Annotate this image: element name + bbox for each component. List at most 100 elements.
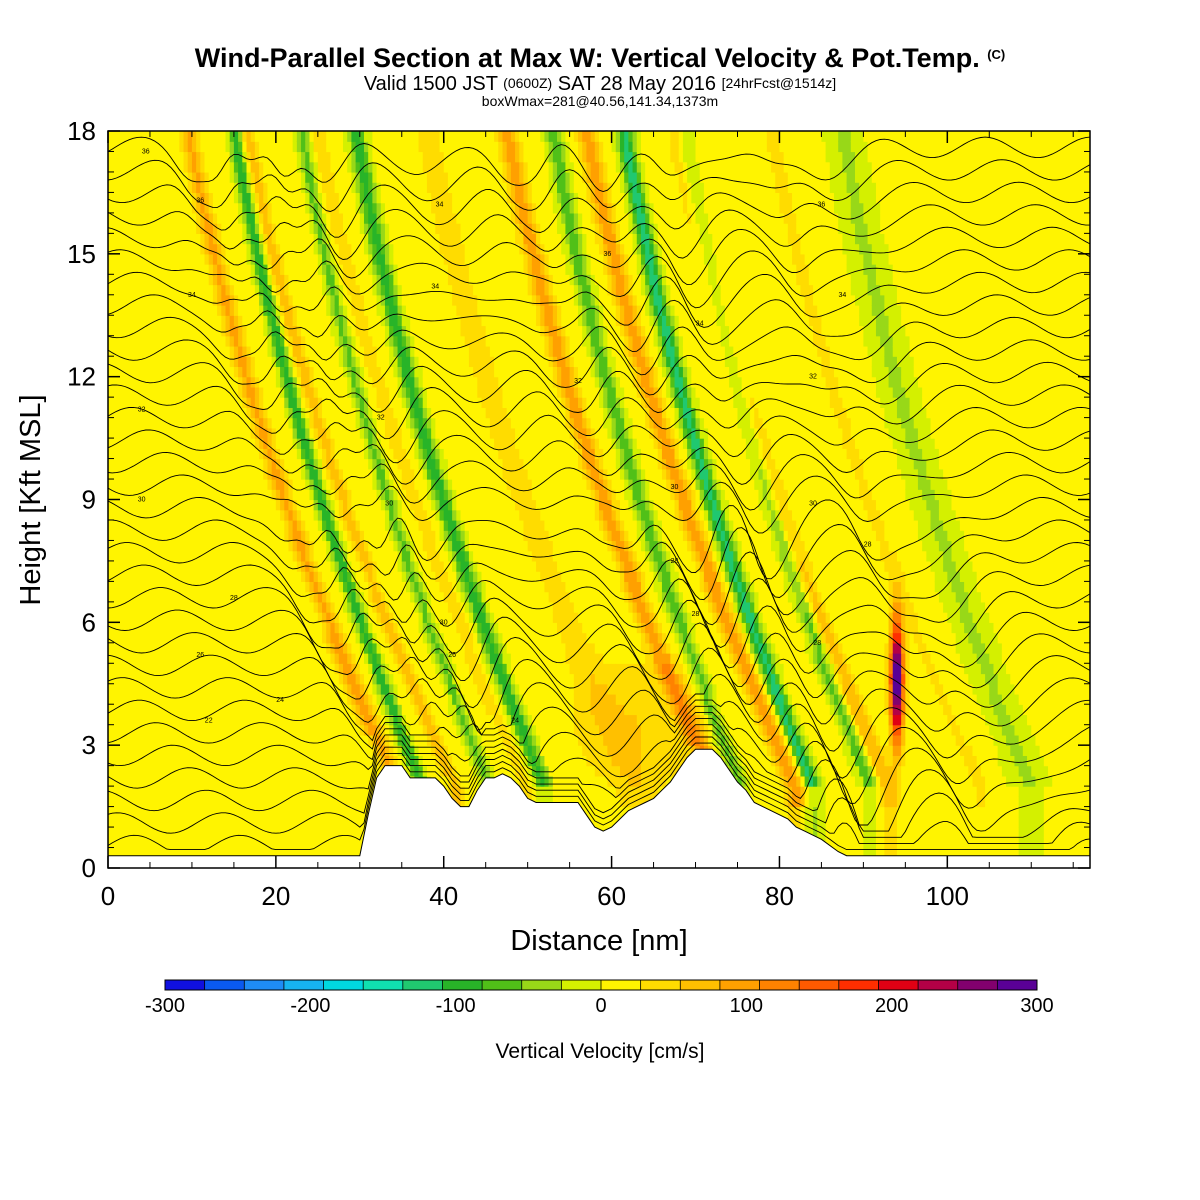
- velocity-cell: [191, 366, 197, 378]
- velocity-cell: [116, 571, 122, 582]
- velocity-cell: [259, 458, 264, 470]
- velocity-cell: [233, 714, 239, 726]
- velocity-cell: [204, 786, 210, 797]
- velocity-cell: [334, 243, 340, 255]
- velocity-cell: [133, 202, 138, 214]
- velocity-cell: [229, 161, 235, 173]
- velocity-cell: [200, 356, 206, 368]
- velocity-cell: [242, 468, 248, 480]
- velocity-cell: [254, 243, 260, 255]
- velocity-cell: [191, 499, 197, 511]
- velocity-cell: [292, 499, 298, 511]
- velocity-cell: [288, 745, 294, 757]
- velocity-cell: [124, 243, 130, 255]
- velocity-cell: [200, 530, 206, 542]
- velocity-cell: [191, 141, 197, 153]
- velocity-cell: [322, 509, 327, 521]
- velocity-cell: [120, 683, 126, 695]
- velocity-cell: [301, 407, 306, 419]
- velocity-cell: [389, 202, 394, 214]
- velocity-cell: [149, 612, 155, 623]
- velocity-cell: [384, 642, 390, 654]
- velocity-cell: [162, 386, 168, 398]
- velocity-cell: [133, 724, 138, 736]
- velocity-cell: [284, 253, 290, 265]
- velocity-cell: [305, 448, 311, 460]
- velocity-cell: [200, 704, 206, 716]
- velocity-cell: [263, 356, 269, 368]
- velocity-cell: [313, 806, 319, 818]
- velocity-cell: [267, 591, 273, 603]
- velocity-cell: [145, 366, 151, 378]
- velocity-cell: [355, 335, 361, 347]
- velocity-cell: [154, 653, 159, 664]
- velocity-cell: [313, 151, 319, 163]
- velocity-cell: [116, 714, 122, 726]
- velocity-cell: [334, 407, 340, 419]
- velocity-cell: [120, 827, 126, 838]
- velocity-cell: [317, 182, 323, 194]
- velocity-cell: [196, 233, 201, 245]
- velocity-cell: [322, 827, 327, 838]
- velocity-cell: [338, 653, 344, 664]
- velocity-cell: [292, 274, 298, 286]
- velocity-cell: [250, 653, 256, 664]
- velocity-cell: [225, 755, 231, 767]
- velocity-cell: [305, 468, 311, 480]
- velocity-cell: [359, 131, 365, 142]
- velocity-cell: [372, 653, 378, 664]
- velocity-cell: [296, 550, 302, 562]
- velocity-cell: [322, 366, 327, 378]
- velocity-cell: [259, 571, 264, 582]
- velocity-cell: [305, 540, 311, 552]
- velocity-cell: [359, 325, 365, 337]
- velocity-cell: [116, 550, 122, 562]
- velocity-cell: [267, 479, 273, 490]
- velocity-cell: [292, 806, 298, 818]
- velocity-cell: [120, 816, 126, 828]
- velocity-cell: [187, 601, 193, 613]
- velocity-cell: [170, 509, 176, 521]
- velocity-cell: [355, 663, 361, 675]
- velocity-cell: [145, 530, 151, 542]
- velocity-cell: [305, 806, 311, 818]
- velocity-cell: [120, 212, 126, 224]
- velocity-cell: [359, 192, 365, 204]
- velocity-cell: [355, 182, 361, 194]
- velocity-cell: [301, 642, 306, 654]
- velocity-cell: [242, 755, 248, 767]
- velocity-cell: [376, 622, 382, 634]
- velocity-cell: [233, 182, 239, 194]
- velocity-cell: [145, 499, 151, 511]
- velocity-cell: [275, 356, 281, 368]
- velocity-cell: [233, 264, 239, 275]
- velocity-cell: [288, 837, 294, 849]
- velocity-cell: [280, 581, 285, 593]
- velocity-cell: [326, 274, 332, 286]
- velocity-cell: [254, 448, 260, 460]
- velocity-cell: [288, 182, 294, 194]
- velocity-cell: [145, 458, 151, 470]
- velocity-cell: [204, 806, 210, 818]
- velocity-cell: [175, 509, 180, 521]
- velocity-cell: [288, 786, 294, 797]
- velocity-cell: [158, 356, 164, 368]
- velocity-cell: [225, 131, 231, 142]
- velocity-cell: [380, 438, 386, 449]
- velocity-cell: [326, 141, 332, 153]
- velocity-cell: [351, 786, 357, 797]
- velocity-cell: [384, 489, 390, 501]
- velocity-cell: [141, 683, 147, 695]
- velocity-cell: [317, 479, 323, 490]
- velocity-cell: [208, 499, 214, 511]
- velocity-cell: [133, 264, 138, 275]
- velocity-cell: [145, 663, 151, 675]
- velocity-cell: [309, 714, 315, 726]
- velocity-cell: [217, 786, 222, 797]
- velocity-cell: [271, 223, 277, 234]
- velocity-cell: [313, 612, 319, 623]
- velocity-cell: [187, 591, 193, 603]
- velocity-cell: [124, 458, 130, 470]
- velocity-cell: [280, 509, 285, 521]
- velocity-cell: [284, 386, 290, 398]
